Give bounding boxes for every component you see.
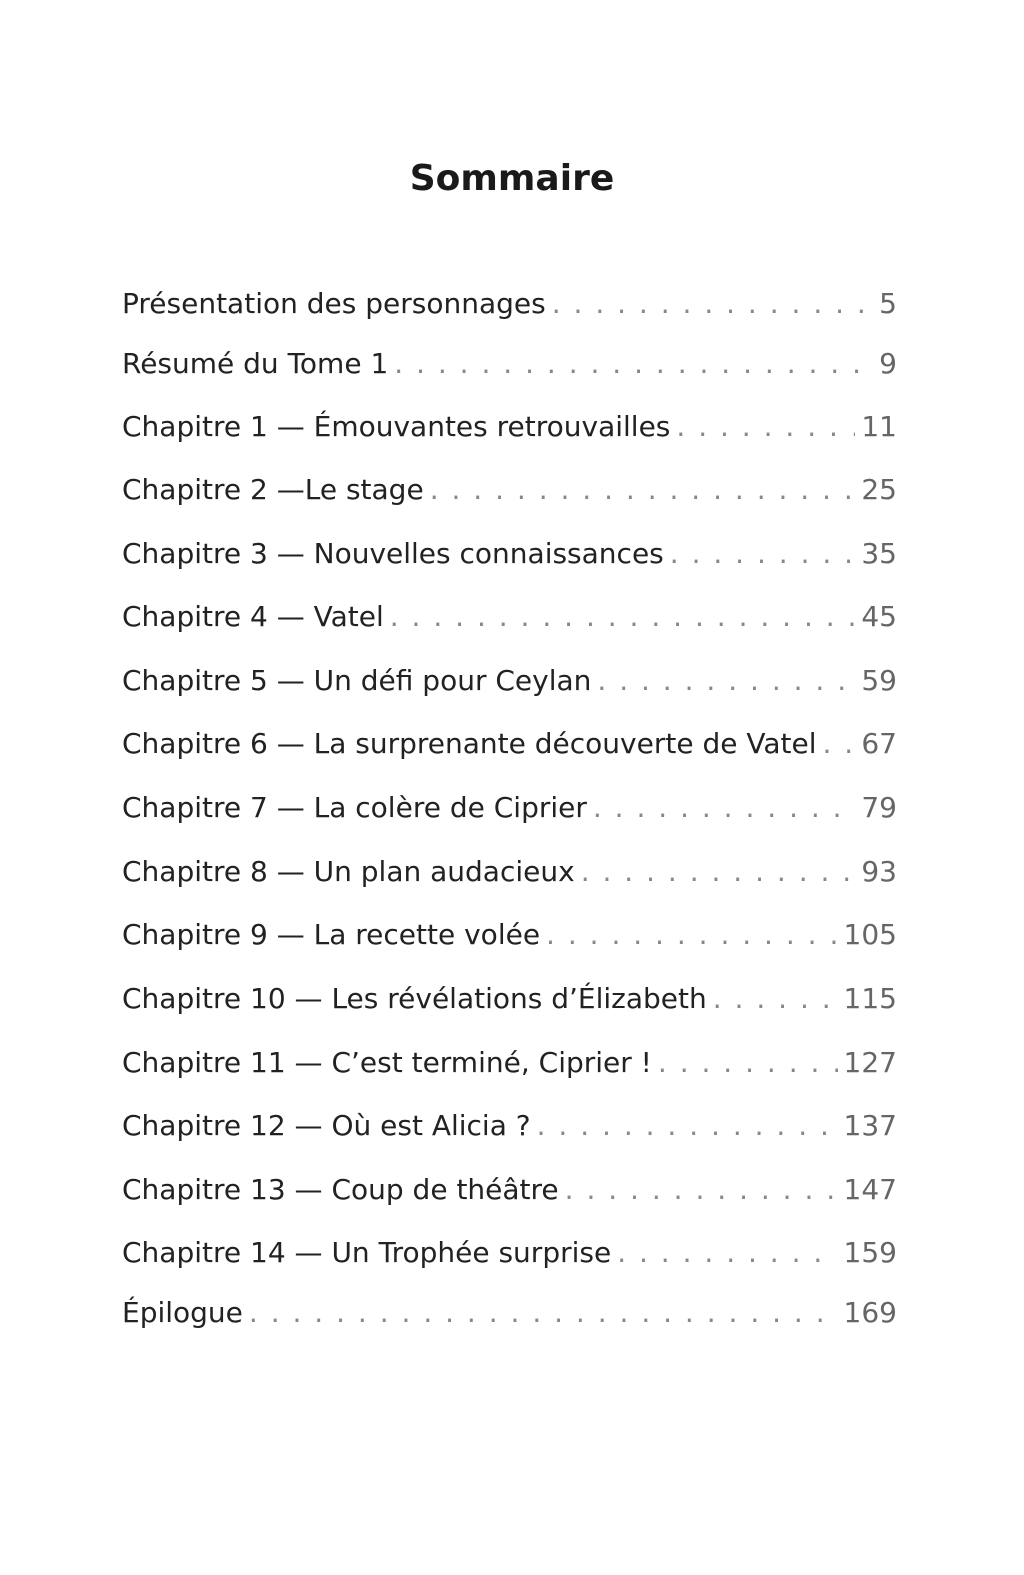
entry-title: Chapitre 13 — Coup de théâtre [122, 1173, 559, 1206]
entry-title: Chapitre 11 — C’est terminé, Ciprier ! [122, 1046, 652, 1079]
entry-page-number: 147 [843, 1173, 897, 1206]
entry-title: Chapitre 4 — Vatel [122, 600, 384, 633]
entry-page-number: 9 [879, 347, 897, 380]
entry-page-number: 159 [843, 1236, 897, 1269]
entry-page-number: 137 [843, 1109, 897, 1142]
entry-page-number: 35 [861, 537, 897, 570]
entry-page-number: 67 [861, 727, 897, 760]
dot-leader [713, 982, 838, 1015]
entry-page-number: 127 [843, 1046, 897, 1079]
entry-title: Chapitre 14 — Un Trophée surprise [122, 1236, 612, 1269]
dot-leader [617, 1236, 837, 1269]
dot-leader [670, 537, 856, 570]
toc-entry[interactable]: Chapitre 3 — Nouvelles connaissances 35 [122, 537, 897, 577]
dot-leader [249, 1296, 838, 1329]
entry-page-number: 45 [861, 600, 897, 633]
dot-leader [537, 1109, 838, 1142]
entry-title: Chapitre 5 — Un défi pour Ceylan [122, 664, 592, 697]
entry-title: Chapitre 9 — La recette volée [122, 918, 541, 951]
dot-leader [597, 664, 855, 697]
toc-entry[interactable]: Chapitre 14 — Un Trophée surprise 159 [122, 1236, 897, 1276]
toc-entry[interactable]: Résumé du Tome 1 9 [122, 347, 897, 387]
toc-entry[interactable]: Chapitre 10 — Les révélations d’Élizabet… [122, 982, 897, 1022]
entry-page-number: 25 [861, 473, 897, 506]
entry-page-number: 5 [879, 287, 897, 320]
toc-entry[interactable]: Épilogue 169 [122, 1296, 897, 1336]
toc-entry[interactable]: Chapitre 4 — Vatel 45 [122, 600, 897, 640]
entry-title: Présentation des personnages [122, 287, 546, 320]
dot-leader [430, 473, 856, 506]
dot-leader [823, 727, 856, 760]
entry-title: Chapitre 6 — La surprenante découverte d… [122, 727, 817, 760]
entry-title: Chapitre 1 — Émouvantes retrouvailles [122, 410, 671, 443]
entry-page-number: 59 [861, 664, 897, 697]
dot-leader [565, 1173, 838, 1206]
dot-leader [658, 1046, 838, 1079]
entry-title: Chapitre 8 — Un plan audacieux [122, 855, 575, 888]
dot-leader [593, 791, 855, 824]
entry-page-number: 79 [861, 791, 897, 824]
dot-leader [546, 918, 838, 951]
entry-page-number: 169 [843, 1296, 897, 1329]
toc-entry[interactable]: Chapitre 9 — La recette volée 105 [122, 918, 897, 958]
toc-entry[interactable]: Chapitre 13 — Coup de théâtre 147 [122, 1173, 897, 1213]
entry-page-number: 11 [861, 410, 897, 443]
toc-entry[interactable]: Chapitre 11 — C’est terminé, Ciprier ! 12… [122, 1046, 897, 1086]
dot-leader [394, 347, 873, 380]
entry-title: Chapitre 10 — Les révélations d’Élizabet… [122, 982, 707, 1015]
entry-title: Épilogue [122, 1296, 243, 1329]
toc-entry[interactable]: Chapitre 7 — La colère de Ciprier 79 [122, 791, 897, 831]
page-title: Sommaire [409, 158, 615, 199]
dot-leader [676, 410, 855, 443]
entry-page-number: 115 [843, 982, 897, 1015]
entry-title: Chapitre 12 — Où est Alicia ? [122, 1109, 531, 1142]
toc-entry[interactable]: Chapitre 5 — Un défi pour Ceylan 59 [122, 664, 897, 704]
toc-entry[interactable]: Chapitre 2 —Le stage 25 [122, 473, 897, 513]
entry-page-number: 93 [861, 855, 897, 888]
dot-leader [581, 855, 856, 888]
toc-entry[interactable]: Chapitre 6 — La surprenante découverte d… [122, 727, 897, 767]
toc-entry[interactable]: Chapitre 8 — Un plan audacieux 93 [122, 855, 897, 895]
dot-leader [552, 287, 873, 320]
toc-entry[interactable]: Chapitre 12 — Où est Alicia ? 137 [122, 1109, 897, 1149]
entry-title: Chapitre 2 —Le stage [122, 473, 424, 506]
dot-leader [390, 600, 856, 633]
toc-entry[interactable]: Présentation des personnages 5 [122, 287, 897, 327]
entry-title: Chapitre 3 — Nouvelles connaissances [122, 537, 664, 570]
entry-title: Chapitre 7 — La colère de Ciprier [122, 791, 587, 824]
entry-title: Résumé du Tome 1 [122, 347, 389, 380]
toc-entry[interactable]: Chapitre 1 — Émouvantes retrouvailles 11 [122, 410, 897, 450]
entry-page-number: 105 [843, 918, 897, 951]
